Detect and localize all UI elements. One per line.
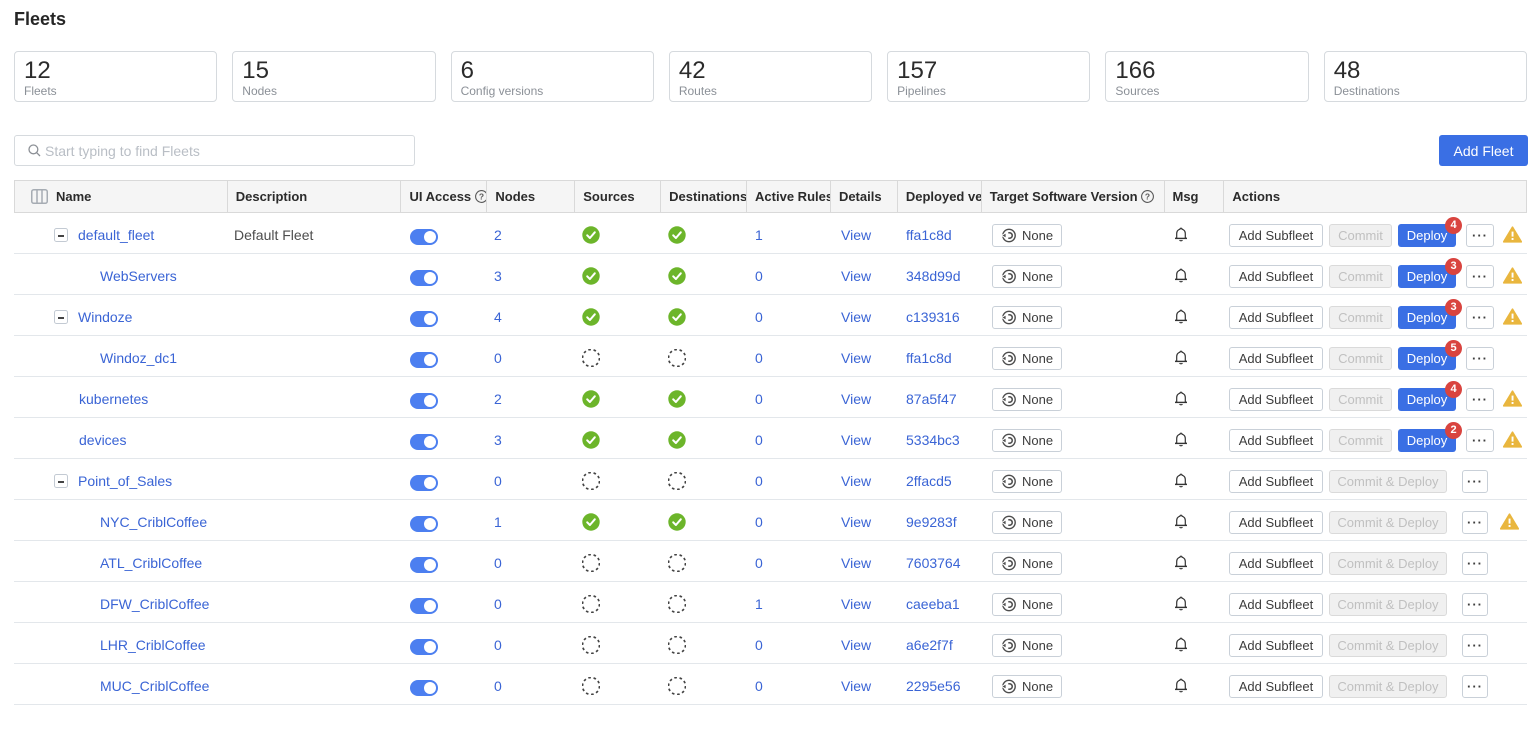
svg-text:?: ?	[479, 191, 484, 201]
svg-text:?: ?	[1145, 191, 1150, 201]
